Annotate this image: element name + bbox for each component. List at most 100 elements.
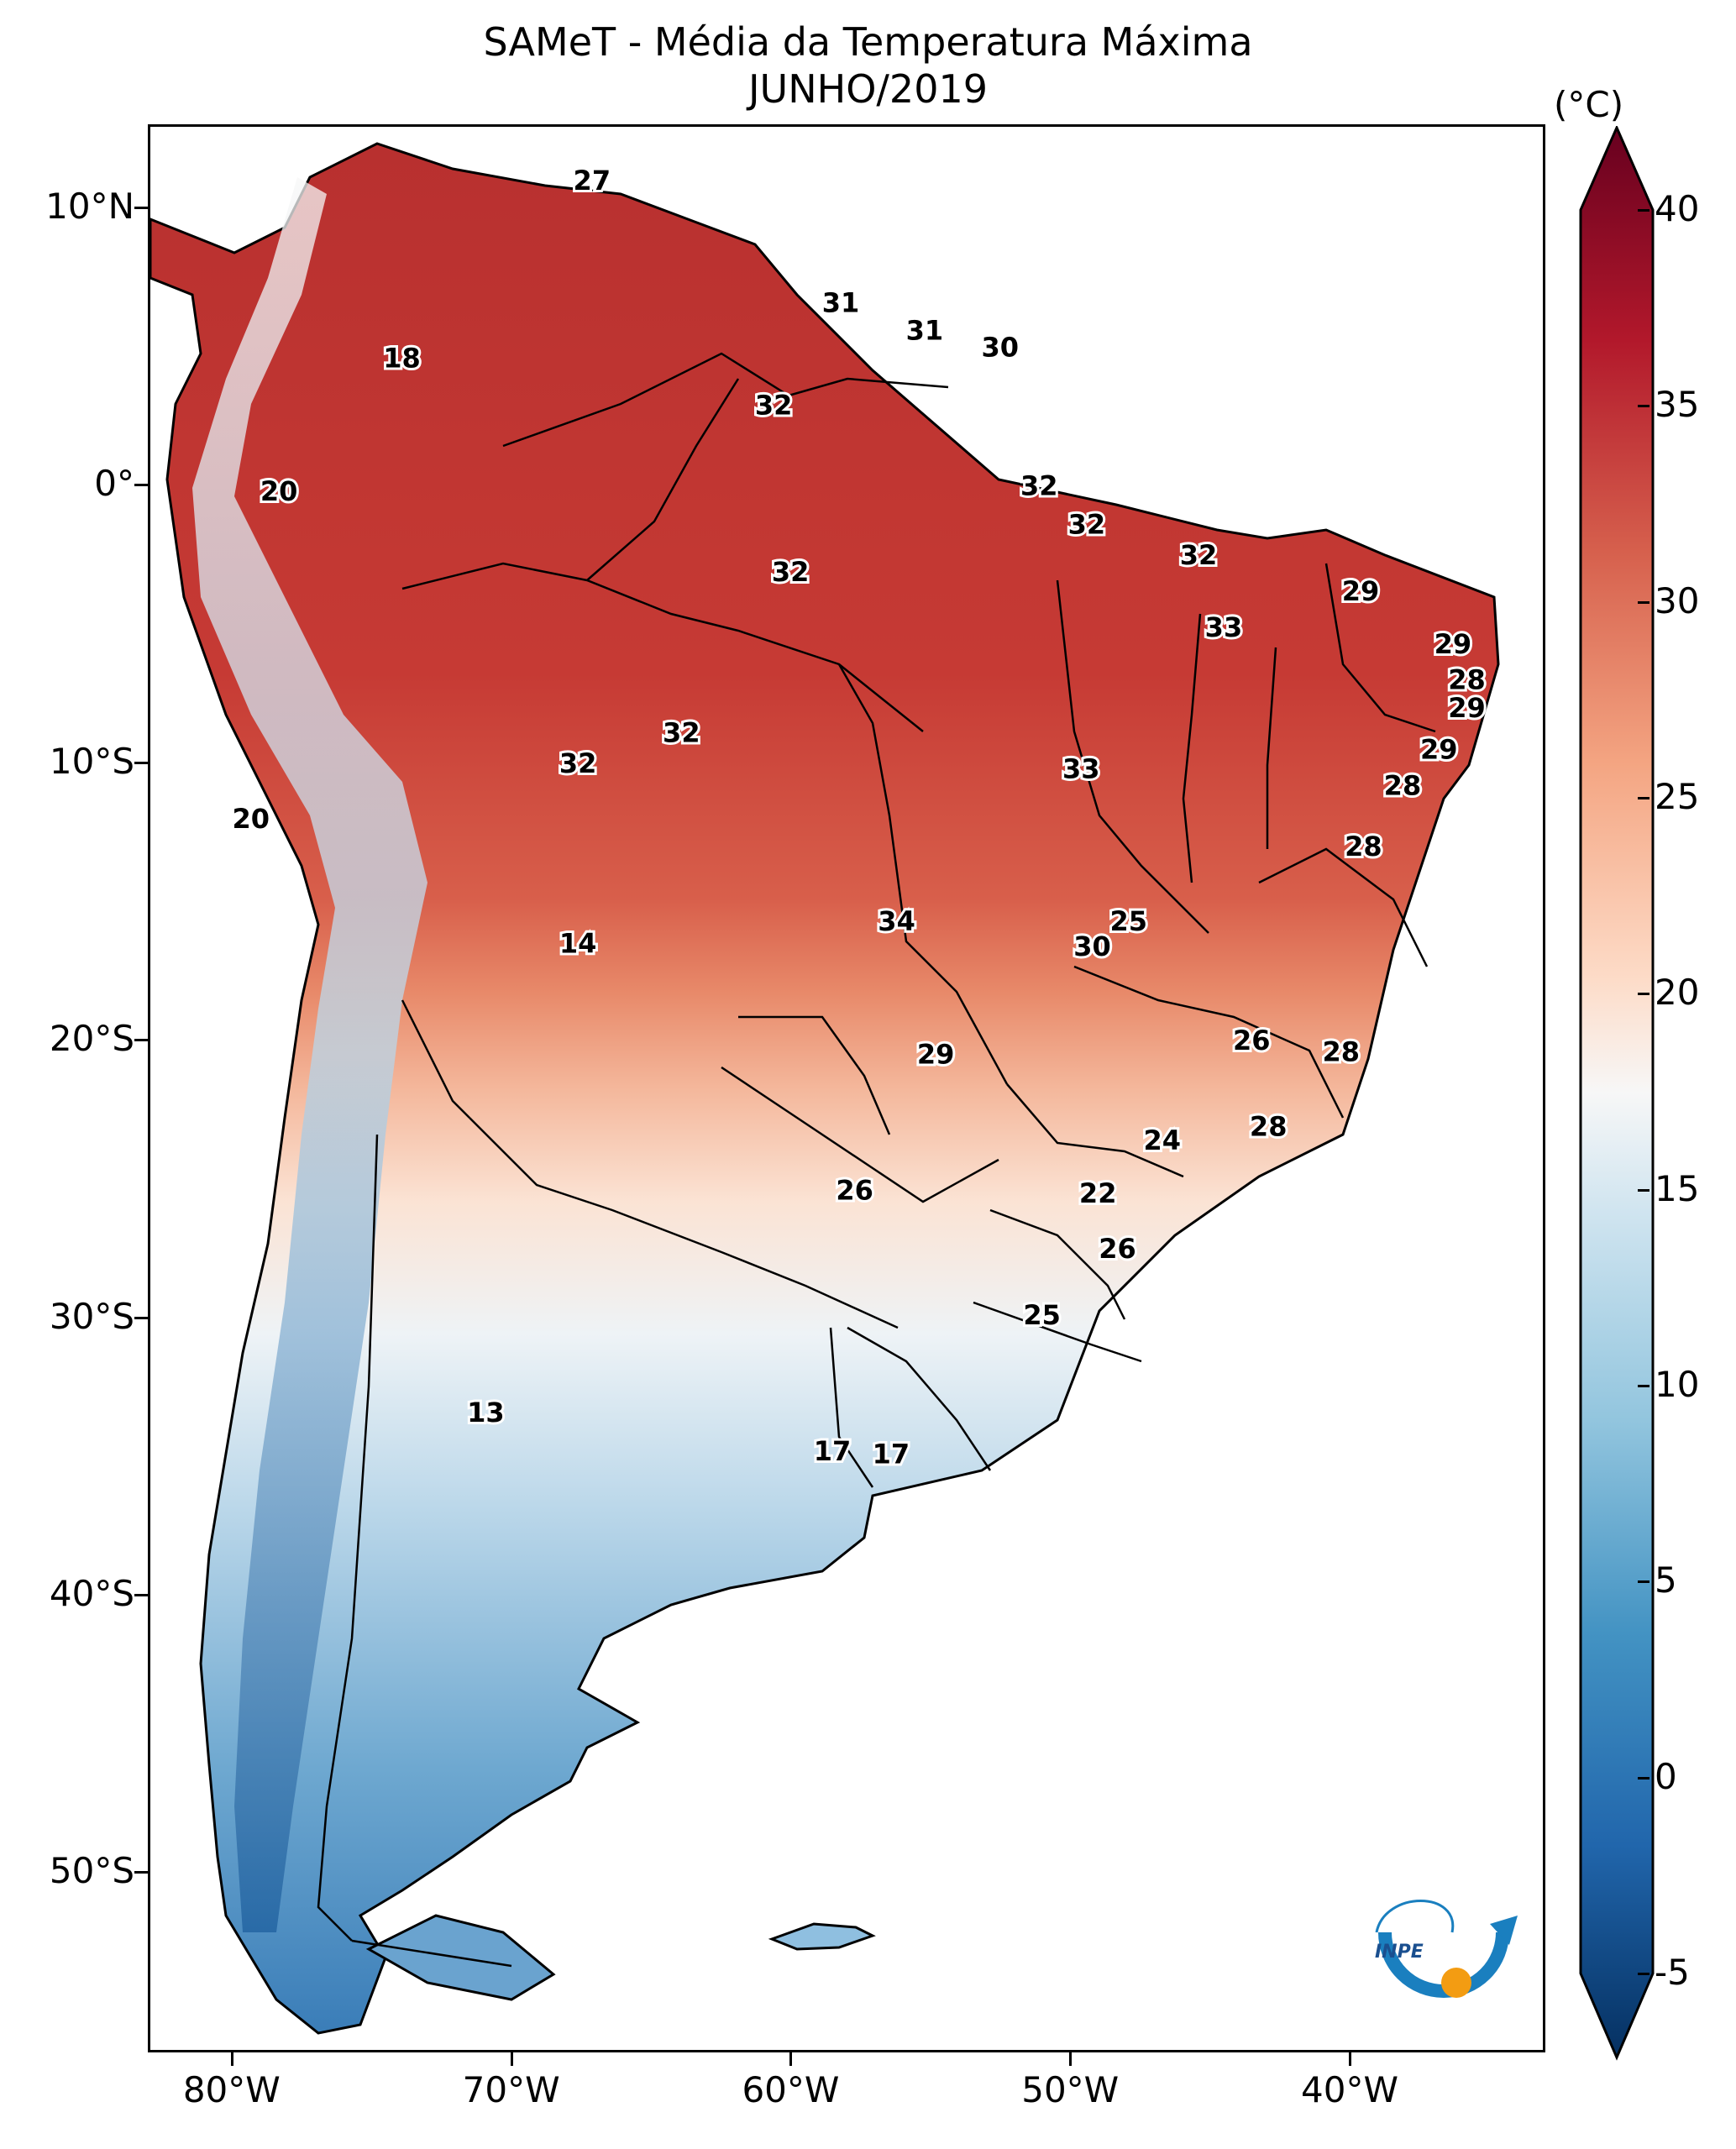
contour-label: 28 [1322, 1035, 1360, 1067]
y-tick-mark [134, 1593, 148, 1596]
contour-label: 26 [836, 1175, 873, 1207]
contour-label: 18 [383, 343, 421, 375]
y-tick-label: 20°S [49, 1018, 134, 1060]
contour-label: 29 [1342, 575, 1380, 607]
y-tick-mark [134, 1316, 148, 1319]
contour-label: 29 [917, 1039, 955, 1071]
map-plot-area: 27 18 31 31 30 32 20 32 32 32 32 29 33 29 28 29 32 32 29 33… [148, 124, 1545, 2052]
andes-cold-band [192, 177, 427, 1932]
colorbar-tick-mark [1638, 1776, 1649, 1779]
falkland-islands [768, 1922, 876, 1951]
contour-label: 13 [467, 1397, 505, 1428]
contour-label: 32 [1180, 539, 1218, 571]
political-borders [317, 352, 1436, 1968]
colorbar-tick-mark [1638, 1385, 1649, 1387]
contour-label: 30 [1073, 930, 1111, 962]
contour-label: 26 [1233, 1025, 1271, 1056]
colorbar-tick-mark [1638, 993, 1649, 996]
x-tick-mark [1069, 2052, 1073, 2066]
contour-label: 27 [574, 165, 611, 197]
y-tick-mark [134, 207, 148, 210]
contour-label: 31 [822, 286, 860, 318]
contour-label: 25 [1023, 1299, 1061, 1331]
x-tick-label: 40°W [1301, 2069, 1399, 2110]
contour-label: 20 [260, 475, 298, 507]
contour-label: 33 [1205, 611, 1243, 643]
contour-label: 34 [878, 905, 915, 937]
contour-label: 20 [233, 803, 270, 835]
contour-label: 14 [559, 928, 597, 960]
contour-label: 33 [1062, 752, 1100, 784]
colorbar-tick-label: 5 [1655, 1559, 1677, 1601]
y-tick-label: 0° [94, 463, 134, 505]
south-america-landmass [150, 142, 1500, 2035]
contour-label: 22 [1079, 1177, 1117, 1209]
colorbar-tick-mark [1638, 405, 1649, 408]
x-tick-mark [789, 2052, 793, 2066]
contour-label: 32 [663, 716, 700, 748]
colorbar-unit: (°C) [1554, 84, 1624, 125]
y-tick-label: 10°N [45, 186, 134, 228]
title-line-2: JUNHO/2019 [747, 66, 988, 112]
y-tick-label: 30°S [49, 1295, 134, 1337]
colorbar-tick-mark [1638, 600, 1649, 604]
colorbar-tick-label: 25 [1655, 776, 1700, 817]
colorbar-tick-mark [1638, 797, 1649, 799]
contour-label: 30 [981, 331, 1019, 363]
contour-label: 26 [1099, 1233, 1136, 1265]
x-tick-label: 50°W [1021, 2069, 1120, 2110]
contour-label: 24 [1143, 1124, 1181, 1156]
contour-label: 29 [1448, 692, 1486, 724]
colorbar-tick-label: 35 [1655, 384, 1700, 426]
inpe-logo-orbit [1375, 1900, 1455, 1933]
contour-label: 17 [814, 1435, 852, 1467]
y-tick-mark [134, 1871, 148, 1874]
inpe-logo-arrow-icon [1490, 1916, 1518, 1945]
contour-label: 32 [559, 747, 597, 779]
y-tick-mark [134, 761, 148, 764]
contour-label: 29 [1434, 628, 1472, 660]
contour-label: 31 [906, 314, 944, 346]
colorbar [1579, 126, 1655, 2061]
contour-label: 28 [1250, 1111, 1288, 1143]
x-tick-mark [230, 2052, 233, 2066]
contour-label: 32 [1068, 509, 1106, 541]
contour-label: 32 [755, 390, 793, 422]
x-tick-mark [1349, 2052, 1352, 2066]
x-tick-mark [510, 2052, 513, 2066]
colorbar-tick-mark [1638, 1188, 1649, 1192]
y-tick-mark [134, 1039, 148, 1042]
colorbar-tick-label: -5 [1655, 1952, 1690, 1993]
colorbar-fill [1579, 126, 1655, 2061]
inpe-logo-sun [1441, 1968, 1471, 1998]
title-line-1: SAMeT - Média da Temperatura Máxima [483, 19, 1253, 65]
contour-label: 32 [772, 556, 810, 588]
contour-label: 32 [1020, 469, 1058, 501]
colorbar-tick-label: 30 [1655, 579, 1700, 621]
contour-label: 17 [873, 1438, 910, 1470]
colorbar-tick-mark [1638, 209, 1649, 212]
contour-label: 25 [1110, 905, 1148, 937]
map-title: SAMeT - Média da Temperatura Máxima JUNH… [0, 18, 1736, 113]
x-tick-label: 80°W [182, 2069, 281, 2110]
inpe-logo-arc [1378, 1931, 1509, 1998]
colorbar-tick-mark [1638, 1580, 1649, 1584]
inpe-logo-text: INPE [1375, 1942, 1424, 1963]
inpe-logo: INPE [1375, 1900, 1518, 1998]
colorbar-tick-mark [1638, 1973, 1649, 1975]
contour-label: 28 [1345, 831, 1382, 862]
x-tick-label: 70°W [462, 2069, 560, 2110]
colorbar-tick-label: 15 [1655, 1167, 1700, 1209]
contour-label: 29 [1420, 733, 1458, 765]
y-tick-label: 40°S [49, 1572, 134, 1614]
y-tick-mark [134, 484, 148, 487]
y-tick-label: 10°S [49, 740, 134, 782]
y-tick-label: 50°S [49, 1850, 134, 1892]
contour-label: 28 [1448, 664, 1486, 696]
colorbar-tick-label: 0 [1655, 1755, 1677, 1797]
contour-label: 28 [1384, 769, 1422, 801]
x-tick-label: 60°W [742, 2069, 840, 2110]
colorbar-tick-label: 10 [1655, 1364, 1700, 1405]
